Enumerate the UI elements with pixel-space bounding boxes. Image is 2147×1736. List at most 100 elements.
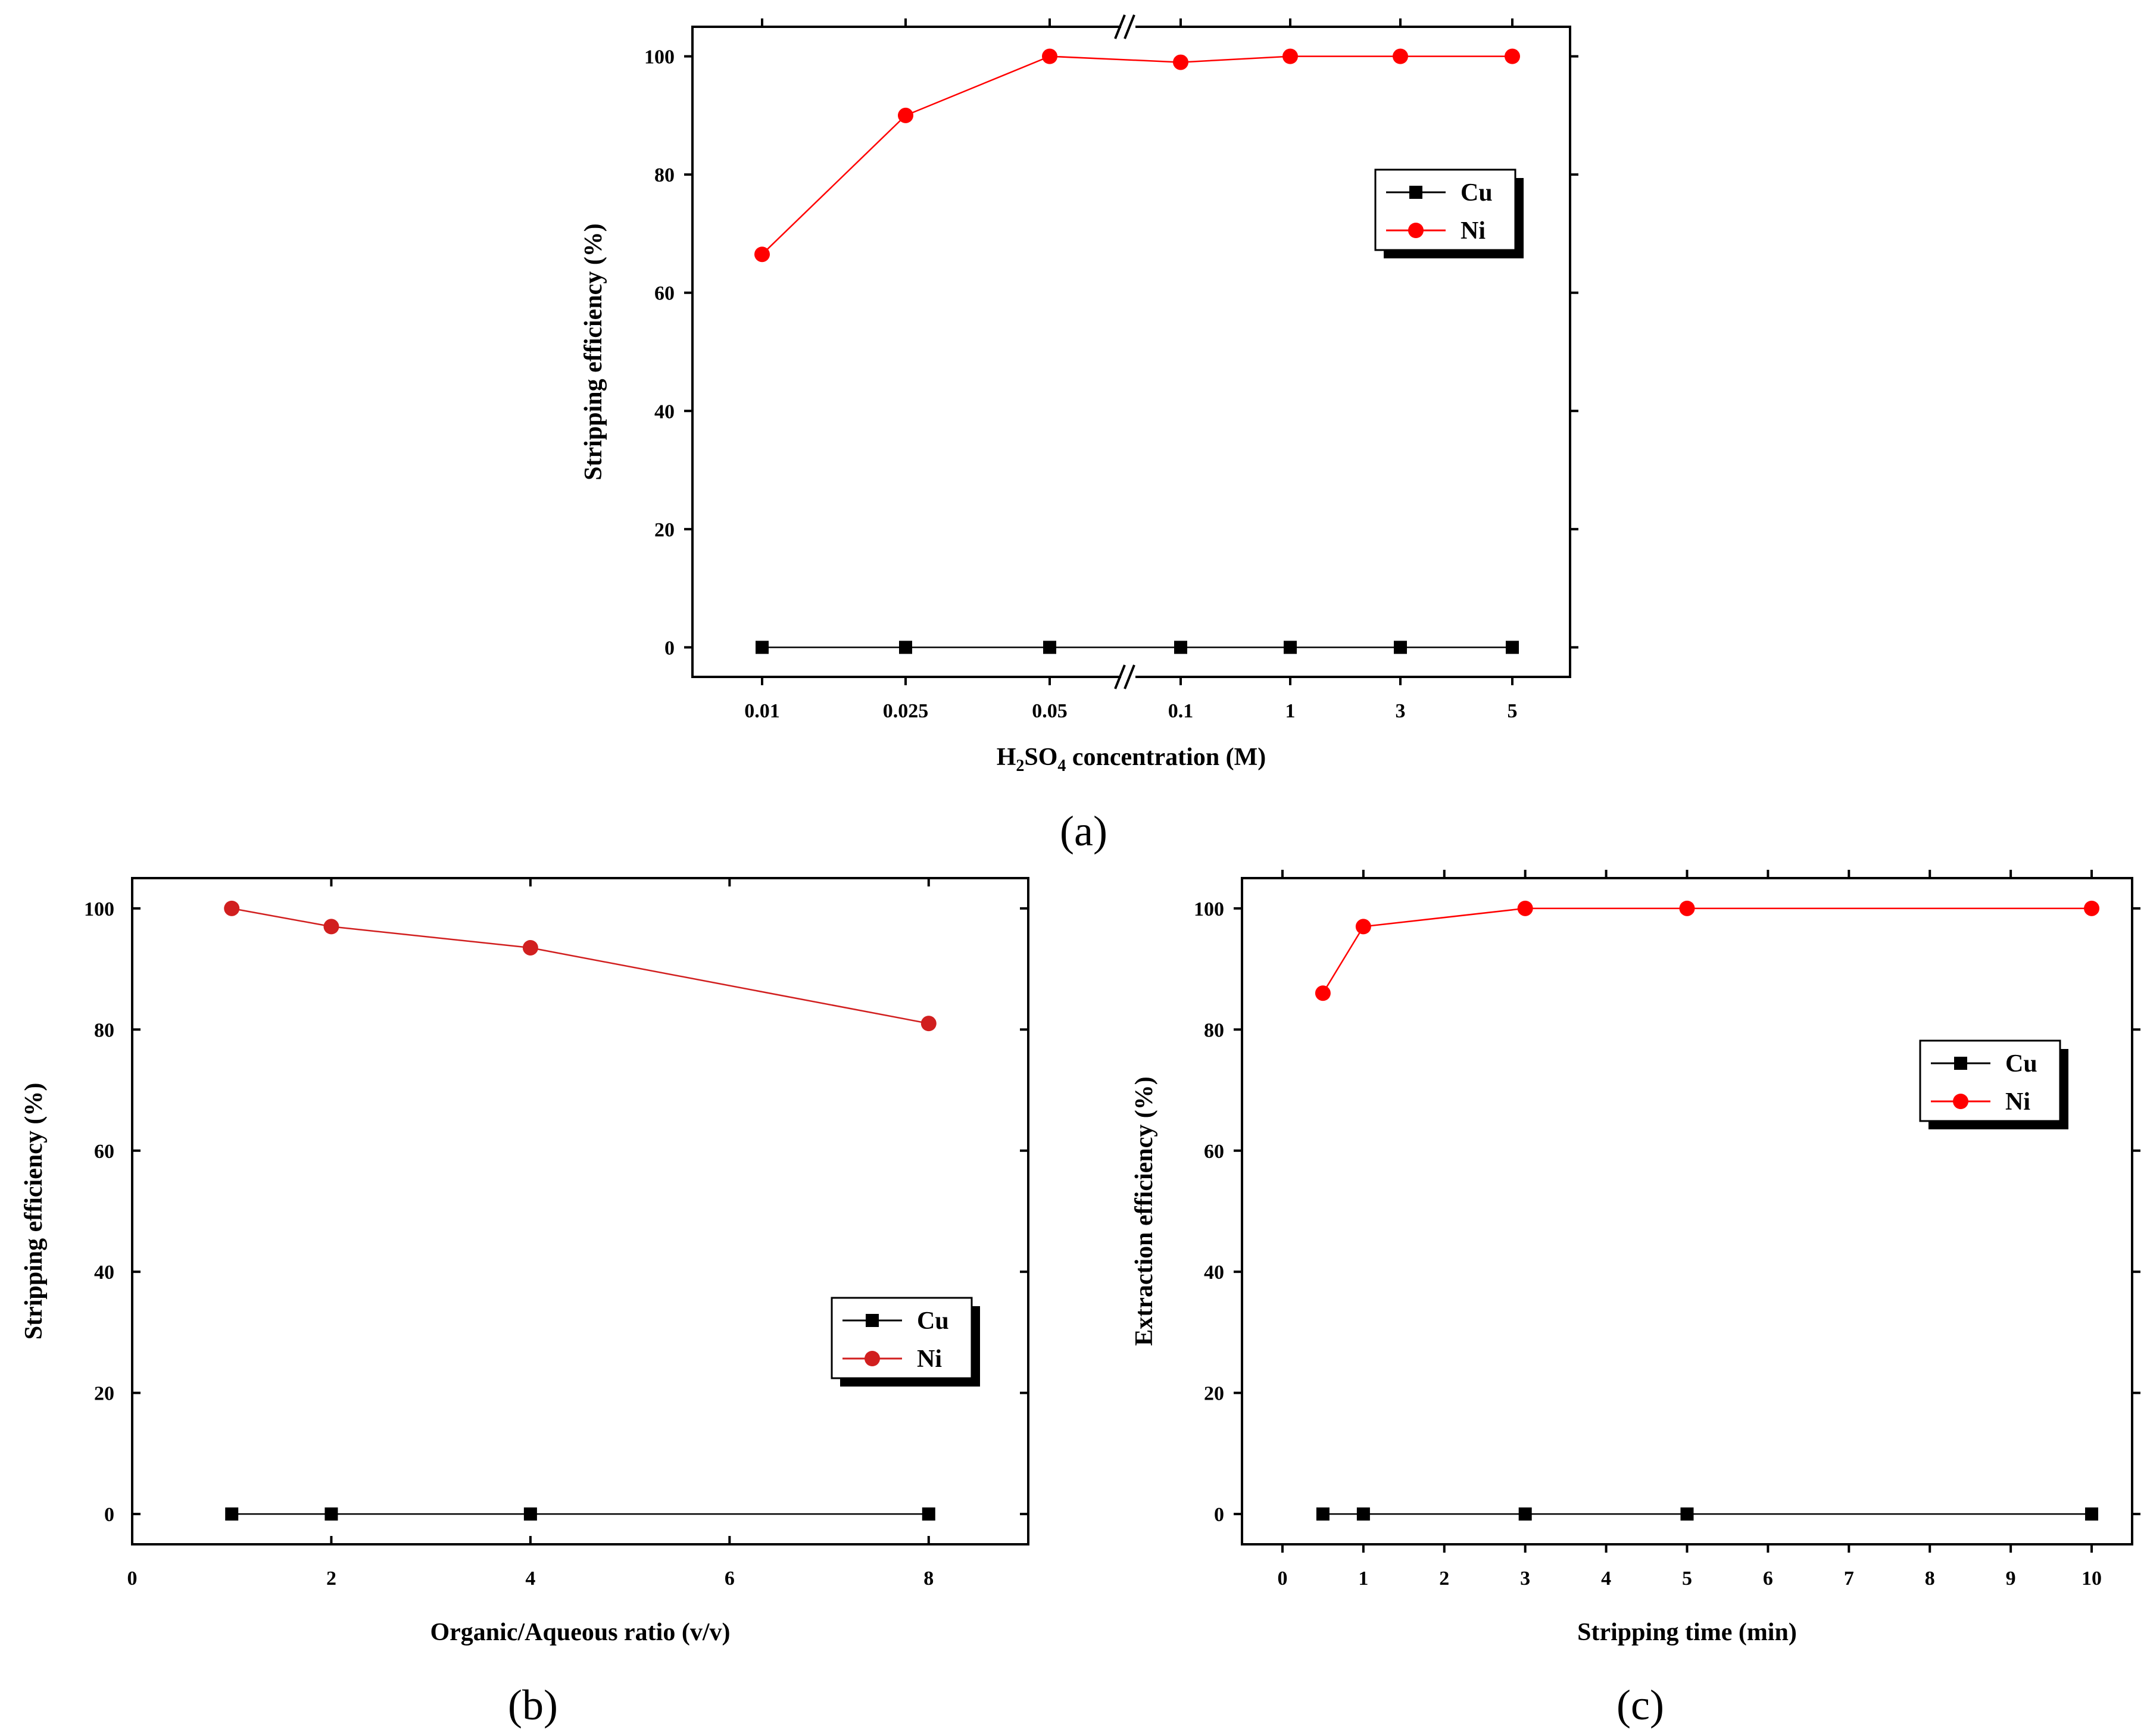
x-tick-label: 8 bbox=[1925, 1568, 1935, 1590]
data-point-ni bbox=[1282, 48, 1298, 64]
panel-label: (a) bbox=[1060, 807, 1107, 855]
y-axis-title: Stripping efficiency (%) bbox=[20, 1083, 48, 1340]
legend-box bbox=[1374, 168, 1516, 251]
x-tick-label: 6 bbox=[725, 1568, 735, 1590]
x-tick-label: 1 bbox=[1358, 1568, 1368, 1590]
series-cu bbox=[225, 1507, 935, 1521]
x-tick-label: 2 bbox=[326, 1568, 336, 1590]
panel-label-open: ( bbox=[1060, 807, 1074, 855]
legend-marker-cu bbox=[866, 1314, 879, 1327]
x-axis-title-part: concentration (M) bbox=[1066, 744, 1266, 771]
panel-label: (b) bbox=[508, 1681, 558, 1729]
series-ni bbox=[754, 48, 1520, 263]
legend-box bbox=[831, 1297, 973, 1379]
panel-label-letter: b bbox=[522, 1681, 544, 1729]
series-ni bbox=[1315, 900, 2100, 1001]
x-tick-label: 2 bbox=[1439, 1568, 1449, 1590]
panel-label-letter: c bbox=[1631, 1681, 1650, 1729]
data-point-ni bbox=[754, 246, 770, 263]
y-tick-label: 40 bbox=[94, 1262, 114, 1284]
data-point-cu bbox=[1174, 641, 1187, 654]
legend-marker-cu bbox=[1409, 186, 1422, 199]
series-cu bbox=[1316, 1507, 2099, 1521]
x-axis-title: H2SO4 concentration (M) bbox=[997, 744, 1266, 775]
y-tick-label: 80 bbox=[1204, 1019, 1224, 1041]
plot-frame bbox=[131, 877, 1029, 1545]
legend-marker-ni bbox=[865, 1351, 880, 1366]
y-axis-title: Stripping efficiency (%) bbox=[580, 223, 607, 480]
x-tick-label: 4 bbox=[1601, 1568, 1611, 1590]
y-axis-title: Extraction efficiency (%) bbox=[1131, 1076, 1158, 1346]
data-point-ni bbox=[2084, 900, 2100, 916]
x-tick-label: 4 bbox=[525, 1568, 535, 1590]
x-tick-label: 3 bbox=[1520, 1568, 1530, 1590]
legend: Cu Ni bbox=[1374, 168, 1524, 258]
y-tick-label: 40 bbox=[1204, 1262, 1224, 1284]
x-tick-label: 1 bbox=[1285, 700, 1296, 722]
axis-break-mark-bottom bbox=[1124, 664, 1135, 689]
plot-frame bbox=[691, 26, 1571, 678]
plot-frame bbox=[1241, 877, 2133, 1545]
panel-label-letter: a bbox=[1074, 807, 1093, 855]
series-line-ni bbox=[231, 907, 929, 1025]
y-tick-label: 0 bbox=[664, 637, 675, 659]
series-cu bbox=[756, 641, 1519, 654]
legend: Cu Ni bbox=[831, 1297, 980, 1387]
x-tick-label: 0.025 bbox=[883, 700, 929, 722]
x-tick-label: 8 bbox=[923, 1568, 934, 1590]
x-tick-label: 7 bbox=[1844, 1568, 1854, 1590]
data-point-ni bbox=[898, 107, 913, 123]
data-point-ni bbox=[920, 1016, 937, 1032]
y-tick-label: 40 bbox=[654, 401, 675, 423]
x-tick-label: 5 bbox=[1508, 700, 1518, 722]
legend: Cu Ni bbox=[1919, 1039, 2068, 1129]
data-point-cu bbox=[1356, 1507, 1370, 1521]
x-tick-label: 10 bbox=[2082, 1568, 2102, 1590]
y-tick-label: 100 bbox=[644, 46, 675, 68]
panel-label-open: ( bbox=[508, 1681, 522, 1729]
panel-label-close: ) bbox=[1093, 807, 1107, 855]
legend-label-ni: Ni bbox=[1461, 217, 1486, 245]
legend-label-cu: Cu bbox=[917, 1307, 949, 1335]
data-point-ni bbox=[1042, 48, 1057, 64]
y-tick-label: 60 bbox=[654, 283, 675, 305]
axis-break-mark-bottom bbox=[1114, 664, 1126, 689]
y-tick-label: 100 bbox=[1194, 898, 1224, 920]
x-axis-title-part: 2 bbox=[1016, 757, 1024, 775]
panel-label-close: ) bbox=[544, 1681, 558, 1729]
data-point-cu bbox=[523, 1507, 537, 1521]
x-tick-label: 0.05 bbox=[1032, 700, 1068, 722]
legend-label-cu: Cu bbox=[1461, 179, 1493, 207]
data-point-ni bbox=[224, 900, 240, 916]
data-point-ni bbox=[1315, 985, 1331, 1001]
panel-label-close: ) bbox=[1650, 1681, 1664, 1729]
legend-marker-ni bbox=[1953, 1094, 1968, 1109]
x-tick-label: 0.01 bbox=[744, 700, 780, 722]
data-point-cu bbox=[1284, 641, 1297, 654]
data-point-ni bbox=[1393, 48, 1408, 64]
legend-label-ni: Ni bbox=[2005, 1088, 2030, 1116]
x-tick-label: 0.1 bbox=[1168, 700, 1194, 722]
data-point-cu bbox=[1394, 641, 1407, 654]
y-tick-label: 60 bbox=[1204, 1141, 1224, 1163]
chart-panel-b: 0 20 40 60 80 100 0 2 4 6 8 Stripping efficiency (%… bbox=[20, 877, 1029, 1729]
x-tick-label: 0 bbox=[1277, 1568, 1287, 1590]
legend-marker-cu bbox=[1954, 1057, 1967, 1070]
legend-label-ni: Ni bbox=[917, 1345, 942, 1373]
y-tick-label: 0 bbox=[1214, 1504, 1224, 1526]
x-tick-label: 3 bbox=[1396, 700, 1406, 722]
data-point-cu bbox=[1518, 1507, 1532, 1521]
x-axis-title-part: SO bbox=[1024, 744, 1057, 771]
x-axis-title-part: 4 bbox=[1057, 757, 1066, 775]
data-point-ni bbox=[1173, 54, 1188, 70]
panel-label: (c) bbox=[1617, 1681, 1664, 1729]
x-tick-label: 5 bbox=[1682, 1568, 1692, 1590]
y-tick-label: 20 bbox=[654, 519, 675, 541]
data-point-ni bbox=[1517, 900, 1533, 916]
x-tick-label: 9 bbox=[2006, 1568, 2016, 1590]
y-tick-label: 100 bbox=[84, 898, 114, 920]
data-point-ni bbox=[1679, 900, 1695, 916]
data-point-ni bbox=[1355, 919, 1371, 935]
axis-break-mark-top bbox=[1124, 14, 1135, 39]
